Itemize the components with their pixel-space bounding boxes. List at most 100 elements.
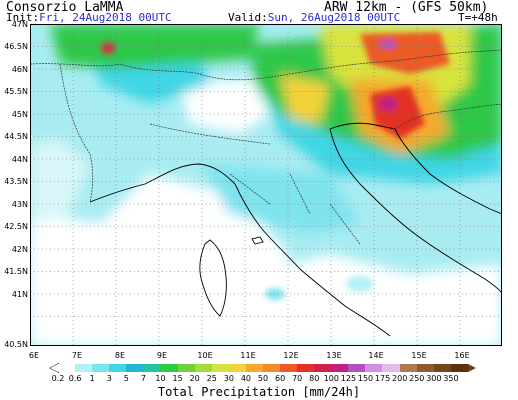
lat-label: 45N bbox=[11, 110, 28, 119]
lat-label: 41N bbox=[11, 290, 28, 299]
init-label: Init: bbox=[6, 11, 40, 24]
valid-line: Valid:Sun, 26Aug2018 00UTC bbox=[228, 12, 400, 24]
lat-label: 44.5N bbox=[4, 132, 28, 141]
scale-label: 25 bbox=[206, 374, 217, 383]
precipitation-map bbox=[30, 24, 502, 346]
scale-label: 10 bbox=[155, 374, 166, 383]
color-scale-bar bbox=[58, 364, 468, 372]
scale-swatch bbox=[365, 364, 383, 372]
lat-label: 44N bbox=[11, 155, 28, 164]
lon-label: 16E bbox=[454, 351, 470, 360]
scale-swatch bbox=[314, 364, 332, 372]
scale-swatch bbox=[399, 364, 417, 372]
scale-label: 1 bbox=[89, 374, 95, 383]
model-title: ARW 12km - (GFS 50km) bbox=[324, 0, 489, 15]
lat-label: 46N bbox=[11, 65, 28, 74]
scale-swatch bbox=[126, 364, 144, 372]
lat-label: 40.5N bbox=[4, 340, 28, 349]
scale-label: 5 bbox=[123, 374, 129, 383]
scale-label: 60 bbox=[274, 374, 286, 383]
dry-area-west bbox=[30, 139, 90, 224]
valid-value: Sun, 26Aug2018 00UTC bbox=[267, 11, 401, 24]
scale-label: 125 bbox=[340, 374, 357, 383]
scale-label: 50 bbox=[257, 374, 269, 383]
lat-label: 41.5N bbox=[4, 267, 28, 276]
init-value: Fri, 24Aug2018 00UTC bbox=[39, 11, 172, 24]
scale-label: 0.6 bbox=[68, 374, 82, 383]
scale-label: 150 bbox=[357, 374, 374, 383]
borders bbox=[30, 49, 502, 245]
rain-spot-campania bbox=[346, 276, 374, 292]
scale-swatch bbox=[228, 364, 246, 372]
init-line: Init:Fri, 24Aug2018 00UTC bbox=[6, 12, 172, 24]
lon-label: 8E bbox=[114, 351, 126, 360]
lon-label: 15E bbox=[411, 351, 427, 360]
ligurian-coast bbox=[89, 163, 236, 203]
scale-swatch bbox=[245, 364, 263, 372]
scale-label: 30 bbox=[223, 374, 234, 383]
scale-swatch bbox=[297, 364, 315, 372]
lon-label: 7E bbox=[71, 351, 83, 360]
scale-swatch bbox=[211, 364, 229, 372]
lon-label: 12E bbox=[283, 351, 299, 360]
peak-rain-carinthia bbox=[380, 39, 396, 49]
scale-swatch bbox=[92, 364, 110, 372]
scale-swatch bbox=[331, 364, 349, 372]
scale-label: 250 bbox=[409, 374, 425, 383]
scale-low-arrow bbox=[50, 364, 58, 372]
color-scale-labels: 0.2 0.6 1 3 5 7 10 15 20 25 30 40 50 60 70 80 100 125 150 1… bbox=[52, 374, 468, 384]
adriatic-coast-west bbox=[329, 128, 502, 295]
lat-label: 42.5N bbox=[4, 222, 28, 231]
border-north bbox=[30, 49, 502, 81]
corsica bbox=[199, 239, 227, 317]
scale-label: 175 bbox=[374, 374, 391, 383]
scale-swatch bbox=[280, 364, 298, 372]
lat-label: 43N bbox=[11, 200, 28, 209]
adriatic-coast-east bbox=[394, 128, 502, 215]
scale-swatch bbox=[143, 364, 161, 372]
peak-rain-slovenia bbox=[378, 97, 398, 111]
peak-rain-lombardy-core bbox=[107, 45, 113, 51]
scale-swatch bbox=[194, 364, 212, 372]
scale-label: 70 bbox=[292, 374, 303, 383]
lat-label: 46.5N bbox=[4, 42, 28, 51]
lat-label: 45.5N bbox=[4, 87, 28, 96]
scale-label: 350 bbox=[443, 374, 459, 383]
lon-label: 9E bbox=[156, 351, 168, 360]
scale-swatch bbox=[416, 364, 434, 372]
scale-swatch bbox=[109, 364, 127, 372]
scale-label: 100 bbox=[323, 374, 339, 383]
scale-swatch bbox=[450, 364, 468, 372]
tyrrhenian-coast bbox=[234, 183, 391, 337]
lon-label: 11E bbox=[240, 351, 256, 360]
lon-label: 14E bbox=[368, 351, 384, 360]
scale-label: 3 bbox=[106, 374, 112, 383]
coastlines bbox=[89, 122, 502, 337]
map-frame bbox=[30, 24, 502, 346]
lon-label: 10E bbox=[197, 351, 213, 360]
scale-swatch bbox=[160, 364, 178, 372]
lon-label: 13E bbox=[326, 351, 342, 360]
scale-label: 40 bbox=[240, 374, 251, 383]
lat-label: 47N bbox=[11, 20, 28, 29]
scale-swatch bbox=[58, 364, 76, 372]
scale-swatch bbox=[382, 364, 400, 372]
lon-label: 6E bbox=[28, 351, 40, 360]
gulf-of-venice bbox=[329, 122, 396, 130]
scale-label: 7 bbox=[140, 374, 146, 383]
scale-label: 200 bbox=[392, 374, 408, 383]
scale-label: 20 bbox=[189, 374, 200, 383]
dry-area-po bbox=[180, 79, 270, 134]
org-title: Consorzio LaMMA bbox=[6, 0, 124, 15]
region-boundaries bbox=[149, 123, 361, 245]
lat-label: 42N bbox=[11, 245, 28, 254]
heavy-rain-veneto bbox=[280, 74, 330, 124]
scale-label: 15 bbox=[172, 374, 183, 383]
elba bbox=[251, 236, 264, 245]
map-legend-title: Total Precipitation [mm/24h] bbox=[157, 385, 361, 399]
scale-label: 300 bbox=[426, 374, 442, 383]
lat-label: 43.5N bbox=[4, 177, 28, 186]
scale-label: 0.2 bbox=[51, 374, 65, 383]
border-slovenia bbox=[394, 103, 502, 130]
scale-swatch bbox=[433, 364, 451, 372]
